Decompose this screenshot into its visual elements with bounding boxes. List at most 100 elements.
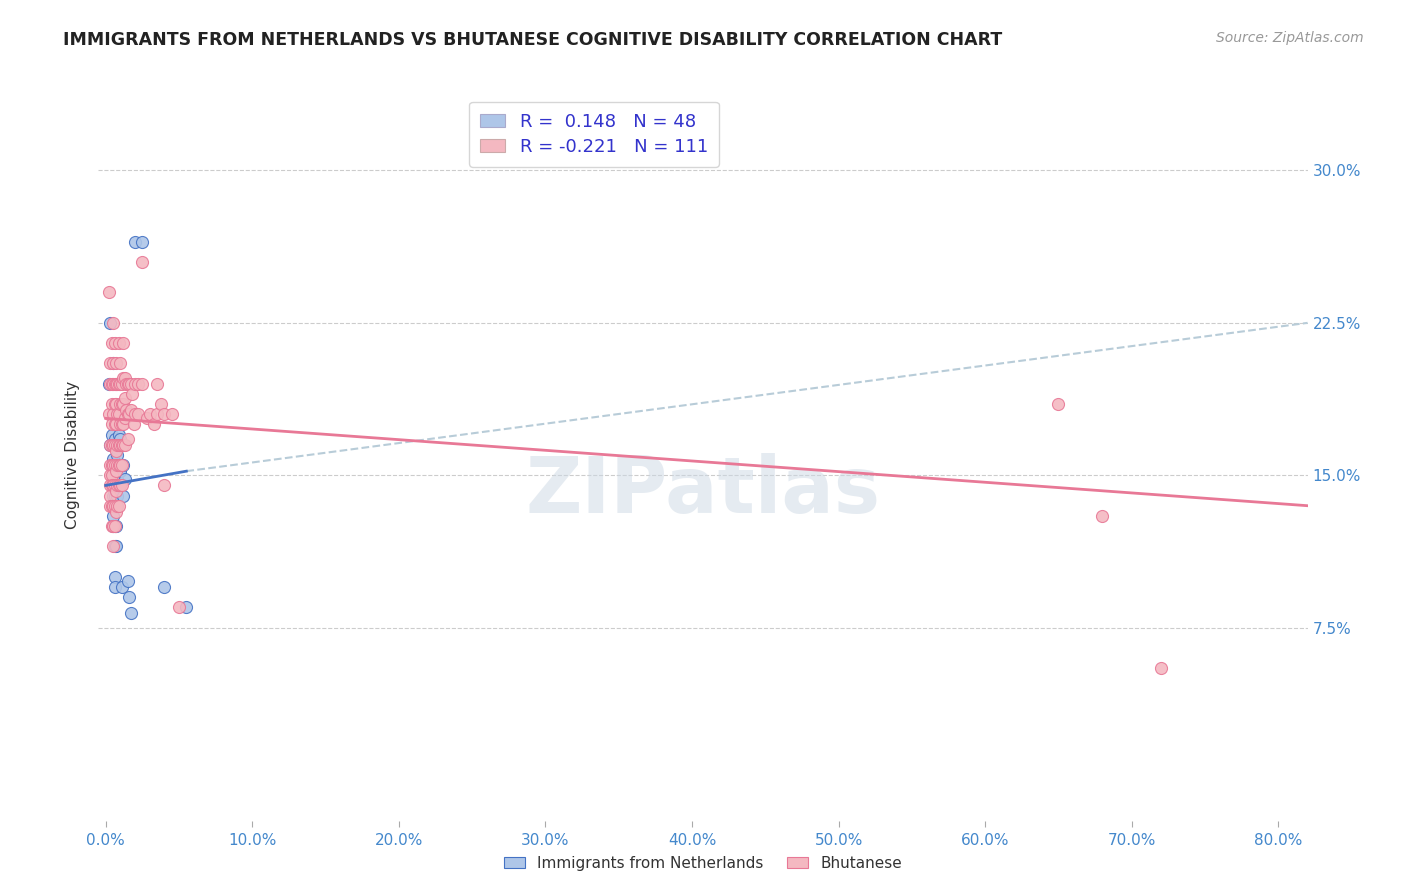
Point <box>100 468 122 483</box>
Point <box>103 499 125 513</box>
Point <box>103 570 125 584</box>
Point <box>138 407 160 421</box>
Point <box>101 478 124 492</box>
Point <box>107 458 129 472</box>
Point <box>103 397 125 411</box>
Point <box>107 407 129 421</box>
Point <box>100 336 122 351</box>
Point <box>112 458 135 472</box>
Point <box>117 376 139 391</box>
Point <box>107 478 129 492</box>
Point <box>98 438 121 452</box>
Point <box>110 376 132 391</box>
Point <box>127 376 149 391</box>
Point <box>120 607 142 621</box>
Point <box>101 508 124 523</box>
Point <box>117 432 139 446</box>
Point <box>101 489 124 503</box>
Point <box>112 336 135 351</box>
Point <box>110 432 132 446</box>
Point <box>105 505 128 519</box>
Point <box>101 458 124 472</box>
Point <box>131 376 153 391</box>
Point <box>105 499 128 513</box>
Point <box>101 499 124 513</box>
Text: Source: ZipAtlas.com: Source: ZipAtlas.com <box>1216 31 1364 45</box>
Point <box>103 417 125 432</box>
Point <box>110 438 132 452</box>
Point <box>114 438 136 452</box>
Point <box>111 438 134 452</box>
Point <box>100 397 122 411</box>
Point <box>103 478 125 492</box>
Point <box>101 316 124 330</box>
Point <box>100 458 122 472</box>
Point <box>160 407 183 421</box>
Point <box>103 376 125 391</box>
Point <box>112 417 135 432</box>
Point <box>114 370 136 384</box>
Legend: R =  0.148   N = 48, R = -0.221   N = 111: R = 0.148 N = 48, R = -0.221 N = 111 <box>470 102 718 167</box>
Point <box>108 478 131 492</box>
Point <box>101 357 124 371</box>
Point <box>111 397 134 411</box>
Point <box>97 407 120 421</box>
Point <box>135 411 157 425</box>
Point <box>131 255 153 269</box>
Point <box>1091 508 1114 523</box>
Point <box>100 499 122 513</box>
Point <box>107 499 129 513</box>
Point <box>101 438 124 452</box>
Point <box>107 489 129 503</box>
Point <box>103 489 125 503</box>
Point <box>131 235 153 249</box>
Point <box>101 519 124 533</box>
Point <box>108 407 131 421</box>
Point <box>105 519 128 533</box>
Point <box>103 580 125 594</box>
Point <box>100 427 122 442</box>
Point <box>100 376 122 391</box>
Point <box>101 539 124 553</box>
Point <box>103 519 125 533</box>
Point <box>101 407 124 421</box>
Point <box>153 407 176 421</box>
Point <box>101 357 124 371</box>
Point <box>107 448 129 462</box>
Point <box>103 458 125 472</box>
Point <box>153 580 176 594</box>
Point <box>98 499 121 513</box>
Point <box>105 484 128 499</box>
Point <box>111 438 134 452</box>
Point <box>120 403 142 417</box>
Point <box>103 438 125 452</box>
Point <box>97 285 120 300</box>
Point <box>114 411 136 425</box>
Point <box>111 417 134 432</box>
Point <box>103 539 125 553</box>
Point <box>100 458 122 472</box>
Point <box>103 336 125 351</box>
Point <box>114 391 136 405</box>
Point <box>98 438 121 452</box>
Point <box>97 376 120 391</box>
Point <box>115 376 138 391</box>
Point <box>103 478 125 492</box>
Point <box>103 468 125 483</box>
Point <box>146 376 169 391</box>
Point <box>107 458 129 472</box>
Point <box>105 458 128 472</box>
Point <box>118 376 141 391</box>
Point <box>110 417 132 432</box>
Point <box>101 452 124 467</box>
Point <box>107 376 129 391</box>
Point <box>98 468 121 483</box>
Point <box>107 472 129 486</box>
Point <box>108 458 131 472</box>
Point <box>121 387 143 401</box>
Point <box>118 407 141 421</box>
Point <box>105 397 128 411</box>
Point <box>118 590 141 604</box>
Point <box>111 458 134 472</box>
Point <box>108 499 131 513</box>
